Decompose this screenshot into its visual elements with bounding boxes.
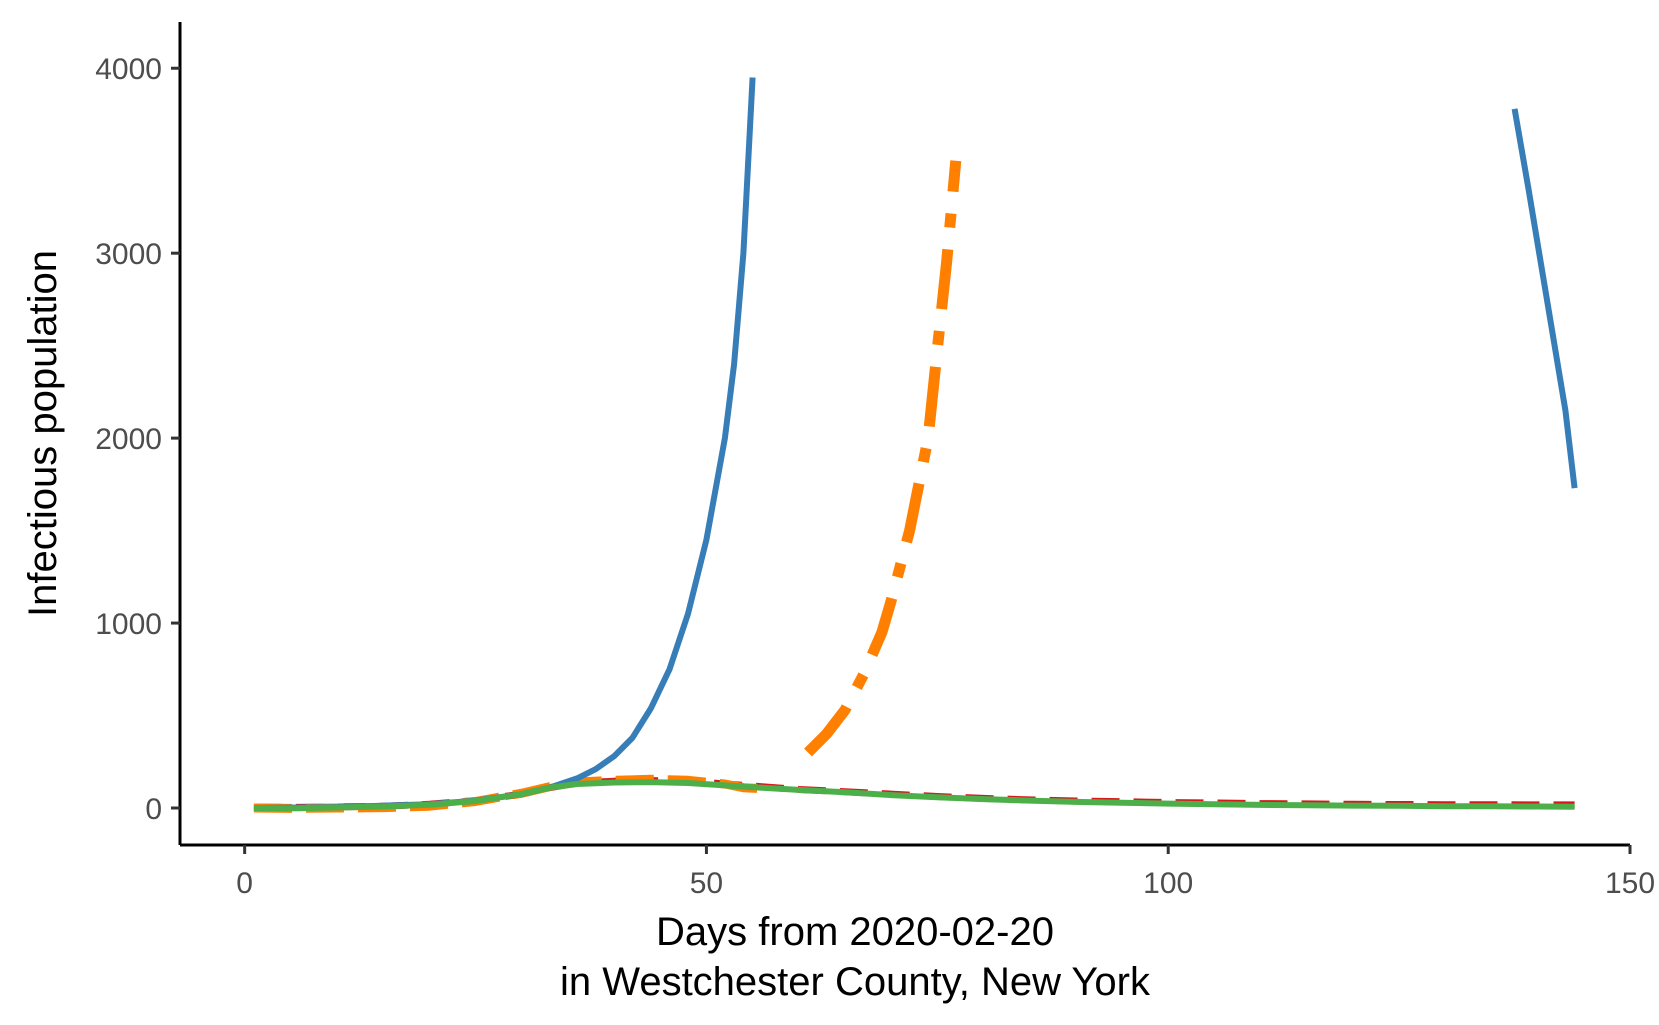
series-line-2: [804, 160, 962, 757]
series-layer: [253, 77, 1578, 813]
x-axis-title-line-2: in Westchester County, New York: [560, 960, 1151, 1004]
y-tick-label: 1000: [95, 608, 162, 641]
x-tick-label: 50: [690, 867, 723, 900]
y-tick-label: 0: [145, 793, 162, 826]
y-tick-label: 3000: [95, 238, 162, 271]
x-tick-label: 150: [1605, 867, 1655, 900]
series-line-3: [253, 77, 756, 811]
y-tick-label: 2000: [95, 423, 162, 456]
x-tick-label: 100: [1143, 867, 1193, 900]
y-tick-label: 4000: [95, 53, 162, 86]
x-axis-title-line-1: Days from 2020-02-20: [656, 910, 1054, 954]
series-line-5: [253, 779, 1575, 812]
y-axis-ticks: 0 1000 2000 3000 4000: [95, 53, 180, 826]
series-line-4: [1511, 108, 1578, 489]
y-axis-title: Infectious population: [21, 250, 65, 617]
x-axis-ticks: 0 50 100 150: [236, 845, 1655, 900]
x-tick-label: 0: [236, 867, 253, 900]
